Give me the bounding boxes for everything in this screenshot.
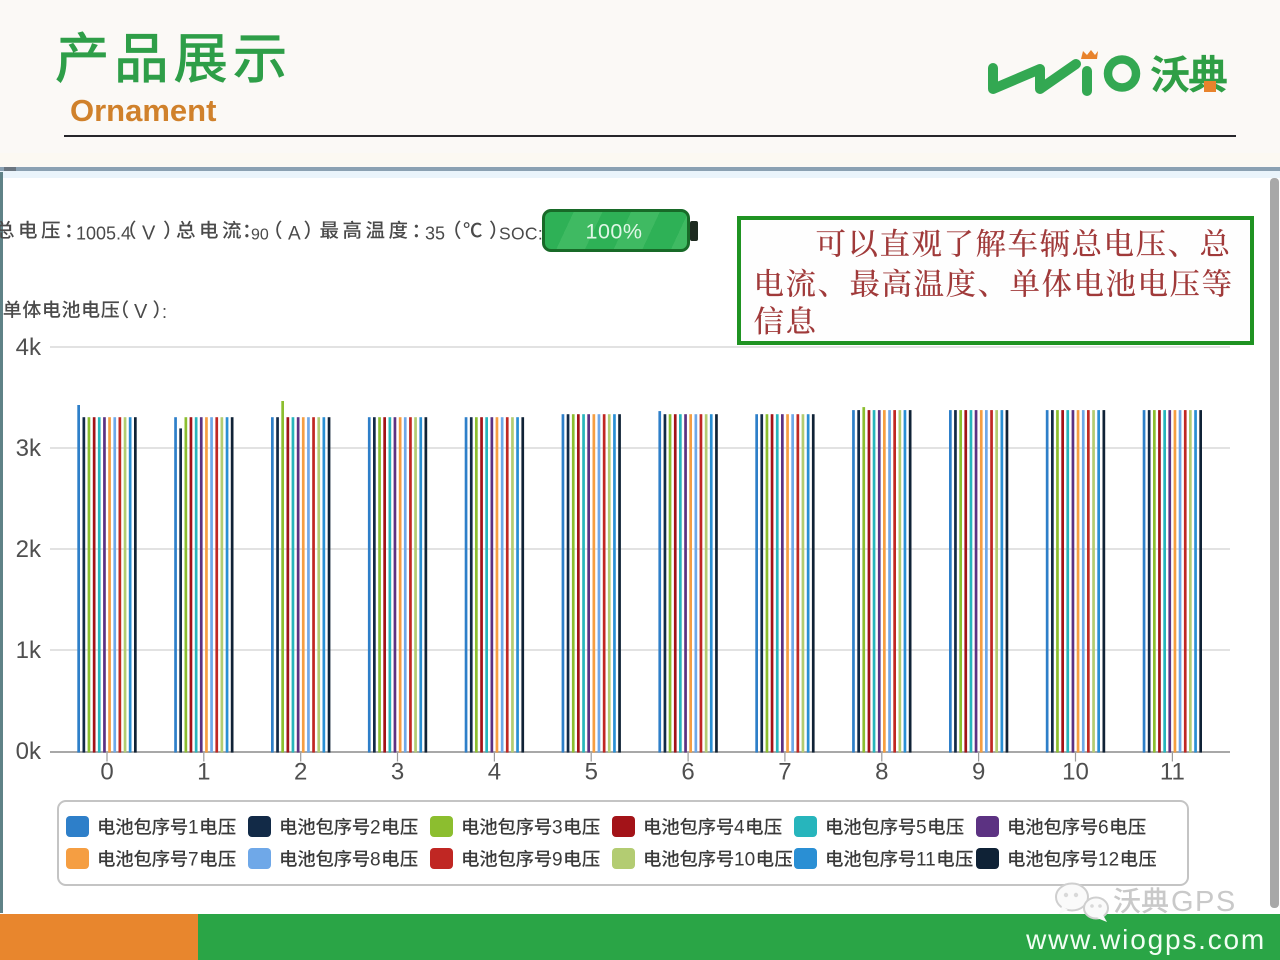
- svg-text:11: 11: [1160, 759, 1185, 786]
- svg-text:V: V: [134, 301, 148, 323]
- svg-text:3: 3: [552, 818, 563, 839]
- svg-text:0k: 0k: [16, 738, 42, 765]
- svg-text:1005.4: 1005.4: [76, 224, 131, 244]
- svg-text:11: 11: [916, 850, 936, 871]
- svg-text:90: 90: [251, 227, 269, 244]
- svg-text:8: 8: [875, 759, 888, 786]
- svg-text:12: 12: [1098, 850, 1119, 871]
- svg-text:7: 7: [778, 759, 791, 786]
- svg-text:Ornament: Ornament: [70, 93, 216, 128]
- svg-text:6: 6: [681, 759, 694, 786]
- svg-text:A: A: [288, 224, 301, 245]
- svg-text:0: 0: [100, 759, 113, 786]
- svg-text:4: 4: [734, 818, 745, 839]
- svg-text:8: 8: [370, 850, 381, 871]
- svg-text::: :: [162, 302, 167, 322]
- svg-text:GPS: GPS: [1171, 886, 1237, 918]
- svg-text:5: 5: [585, 759, 598, 786]
- svg-text:SOC:: SOC:: [499, 224, 543, 244]
- svg-text:1: 1: [188, 818, 199, 839]
- svg-text:10: 10: [1062, 759, 1089, 786]
- svg-text:2: 2: [370, 818, 381, 839]
- svg-text:5: 5: [916, 818, 927, 839]
- svg-text:35: 35: [425, 224, 445, 244]
- svg-text:4k: 4k: [16, 334, 42, 361]
- svg-text:10: 10: [734, 850, 755, 871]
- svg-text:3: 3: [391, 759, 404, 786]
- svg-text:9: 9: [972, 759, 985, 786]
- svg-text:7: 7: [188, 850, 199, 871]
- svg-text:2: 2: [294, 759, 307, 786]
- svg-text:www.wiogps.com: www.wiogps.com: [1025, 924, 1266, 955]
- svg-text:4: 4: [488, 759, 501, 786]
- svg-text:3k: 3k: [16, 435, 42, 462]
- svg-text:6: 6: [1098, 818, 1109, 839]
- svg-text:2k: 2k: [16, 536, 42, 563]
- svg-text:V: V: [142, 223, 156, 245]
- svg-text:1k: 1k: [16, 637, 42, 664]
- svg-text:1: 1: [197, 759, 210, 786]
- svg-text:100%: 100%: [586, 220, 643, 244]
- svg-text:9: 9: [552, 850, 563, 871]
